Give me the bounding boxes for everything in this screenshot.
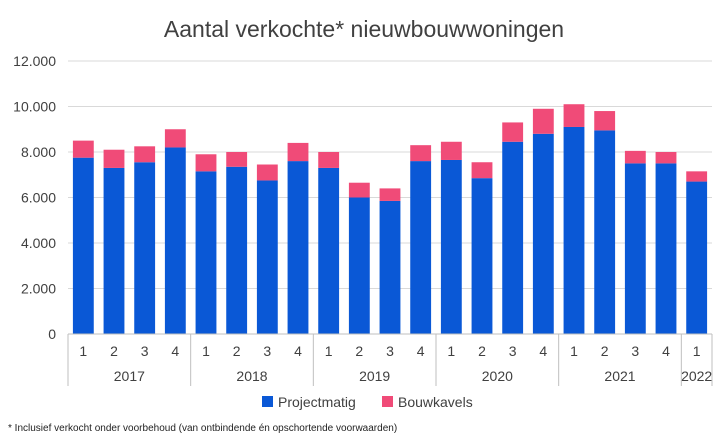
x-tick-label: 2: [233, 343, 241, 359]
legend: Projectmatig Bouwkavels: [262, 394, 473, 410]
y-tick-label: 12.000: [13, 53, 56, 69]
year-label: 2022: [681, 368, 712, 384]
bar-projectmatig: Projectmatig: 7600: [410, 161, 432, 334]
y-tick-label: 8.000: [21, 144, 56, 160]
bar-bouwkavels: Bouwkavels: 1000: [563, 104, 585, 127]
year-label: 2019: [359, 368, 390, 384]
x-tick-label: 1: [570, 343, 578, 359]
bar-bouwkavels: Bouwkavels: 850: [502, 122, 524, 142]
x-tick-label: 2: [110, 343, 118, 359]
bar-bouwkavels: Bouwkavels: 650: [226, 152, 248, 167]
y-tick-label: 2.000: [21, 281, 56, 297]
bar-bouwkavels: Bouwkavels: 550: [624, 150, 646, 164]
bar-projectmatig: Projectmatig: 6700: [686, 181, 708, 334]
bar-bouwkavels: Bouwkavels: 800: [164, 129, 186, 148]
bar-projectmatig: Projectmatig: 7500: [624, 163, 646, 334]
x-tick-label: 2: [478, 343, 486, 359]
x-tick-label: 2: [601, 343, 609, 359]
bar-projectmatig: Projectmatig: 7300: [103, 167, 125, 334]
x-tick-label: 1: [325, 343, 333, 359]
y-tick-label: 0: [48, 326, 56, 342]
y-axis: 0 2.000 4.000 6.000 8.000 10.000 12.000: [13, 53, 56, 342]
year-label: 2017: [114, 368, 145, 384]
bar-projectmatig: Projectmatig: 8450: [502, 141, 524, 334]
x-tick-label: 1: [693, 343, 701, 359]
bar-bouwkavels: Bouwkavels: 500: [655, 152, 677, 164]
footnote: * Inclusief verkocht onder voorbehoud (v…: [8, 423, 397, 434]
bar-projectmatig: Projectmatig: 9100: [563, 126, 585, 334]
legend-label: Bouwkavels: [398, 394, 473, 410]
legend-label: Projectmatig: [278, 394, 356, 410]
bar-projectmatig: Projectmatig: 6850: [471, 178, 493, 334]
bar-bouwkavels: Bouwkavels: 550: [379, 188, 401, 201]
bar-bouwkavels: Bouwkavels: 800: [103, 149, 125, 168]
bar-projectmatig: Projectmatig: 8800: [532, 133, 554, 334]
x-tick-label: 3: [263, 343, 271, 359]
bar-bouwkavels: Bouwkavels: 850: [594, 111, 616, 131]
bar-projectmatig: Projectmatig: 6750: [256, 180, 278, 334]
bar-projectmatig: Projectmatig: 7550: [134, 162, 156, 334]
x-axis: 1 2 3 4 1 2 3 4 1 2 3 4 1 2 3 4 1 2 3 4 1 2017 2018 2019 2020 202…: [67, 333, 713, 386]
bar-projectmatig: Projectmatig: 7300: [318, 167, 340, 334]
bar-bouwkavels: Bouwkavels: 700: [134, 146, 156, 163]
bar-projectmatig: Projectmatig: 7750: [72, 157, 94, 334]
chart-title: Aantal verkochte* nieuwbouwwoningen: [164, 16, 564, 42]
year-label: 2018: [236, 368, 267, 384]
x-tick-label: 4: [294, 343, 302, 359]
x-tick-label: 4: [417, 343, 425, 359]
bar-bouwkavels: Bouwkavels: 1100: [532, 108, 554, 134]
x-tick-label: 4: [539, 343, 547, 359]
x-tick-label: 2: [355, 343, 363, 359]
bar-projectmatig: Projectmatig: 5850: [379, 200, 401, 334]
y-tick-label: 10.000: [13, 99, 56, 115]
bar-bouwkavels: Bouwkavels: 750: [72, 140, 94, 158]
x-tick-label: 1: [202, 343, 210, 359]
bar-projectmatig: Projectmatig: 7350: [226, 166, 248, 334]
year-label: 2021: [604, 368, 635, 384]
year-label: 2020: [482, 368, 513, 384]
bar-bouwkavels: Bouwkavels: 450: [686, 171, 708, 182]
legend-swatch: [382, 396, 393, 407]
bar-projectmatig: Projectmatig: 7150: [195, 171, 217, 334]
bar-bouwkavels: Bouwkavels: 700: [256, 164, 278, 181]
x-tick-label: 1: [79, 343, 87, 359]
bar-bouwkavels: Bouwkavels: 800: [440, 141, 462, 160]
x-tick-label: 3: [386, 343, 394, 359]
bar-projectmatig: Projectmatig: 7650: [440, 159, 462, 334]
legend-swatch: [262, 396, 273, 407]
bar-bouwkavels: Bouwkavels: 800: [287, 142, 309, 162]
x-tick-label: 3: [631, 343, 639, 359]
bar-projectmatig: Projectmatig: 7500: [655, 163, 677, 334]
bar-projectmatig: Projectmatig: 7600: [287, 161, 309, 334]
bar-bouwkavels: Bouwkavels: 750: [195, 154, 217, 172]
bar-bouwkavels: Bouwkavels: 700: [471, 162, 493, 179]
bars: Projectmatig: 7750Bouwkavels: 750Project…: [72, 104, 708, 334]
bar-bouwkavels: Bouwkavels: 700: [410, 145, 432, 162]
x-tick-label: 1: [447, 343, 455, 359]
x-tick-label: 3: [509, 343, 517, 359]
y-tick-label: 4.000: [21, 235, 56, 251]
bar-projectmatig: Projectmatig: 8200: [164, 147, 186, 334]
bar-projectmatig: Projectmatig: 8950: [594, 130, 616, 334]
y-tick-label: 6.000: [21, 190, 56, 206]
x-tick-label: 4: [171, 343, 179, 359]
bar-bouwkavels: Bouwkavels: 700: [318, 152, 340, 168]
bar-projectmatig: Projectmatig: 6000: [348, 197, 370, 334]
x-tick-label: 4: [662, 343, 670, 359]
bar-bouwkavels: Bouwkavels: 650: [348, 182, 370, 198]
x-tick-label: 3: [141, 343, 149, 359]
